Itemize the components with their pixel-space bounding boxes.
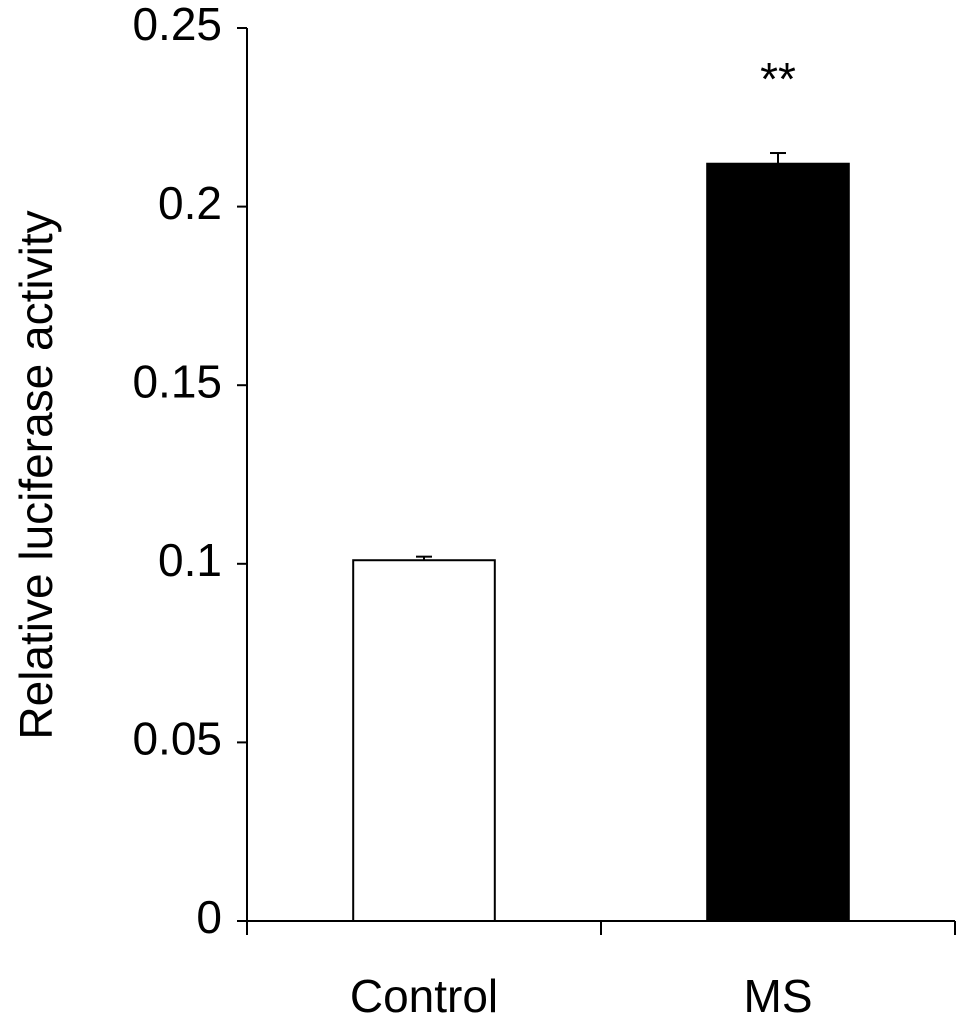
significance-label: ** <box>760 53 796 105</box>
x-tick-label: MS <box>744 970 813 1022</box>
y-tick-label: 0.05 <box>132 713 222 765</box>
bar <box>706 162 850 922</box>
bar <box>352 559 496 923</box>
error-bar <box>770 152 786 164</box>
y-tick-label: 0.25 <box>132 0 222 50</box>
y-axis-label: Relative luciferase activity <box>10 210 62 739</box>
x-tick-label: Control <box>350 970 498 1022</box>
error-bar <box>416 555 432 561</box>
y-tick-label: 0.2 <box>158 177 222 229</box>
y-tick-label: 0.1 <box>158 534 222 586</box>
y-tick-label: 0.15 <box>132 355 222 407</box>
y-tick-label: 0 <box>196 891 222 943</box>
